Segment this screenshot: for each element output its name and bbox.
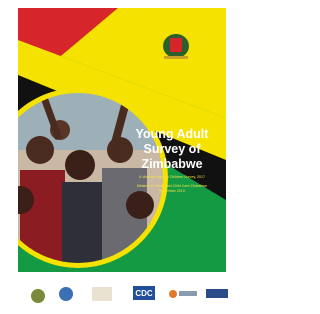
logo-text: CDC (135, 289, 153, 298)
publisher: Ministry of Health and Child Care Zimbab… (137, 184, 207, 188)
logo (92, 287, 112, 301)
title-line: Young Adult (136, 127, 210, 141)
logo (59, 287, 73, 301)
date: November 2019 (159, 189, 185, 193)
title-line: Survey of (144, 142, 202, 156)
logo (206, 289, 228, 298)
logo-strip: CDC (31, 286, 228, 303)
logo (179, 291, 197, 296)
logo (169, 290, 177, 298)
page: Young Adult Survey of Zimbabwe A Violenc… (0, 0, 240, 314)
report-cover: Young Adult Survey of Zimbabwe A Violenc… (0, 0, 240, 314)
subtitle: A Violence Against Children Survey, 2017 (139, 175, 205, 179)
logo (31, 289, 45, 303)
title-line: Zimbabwe (141, 157, 202, 171)
